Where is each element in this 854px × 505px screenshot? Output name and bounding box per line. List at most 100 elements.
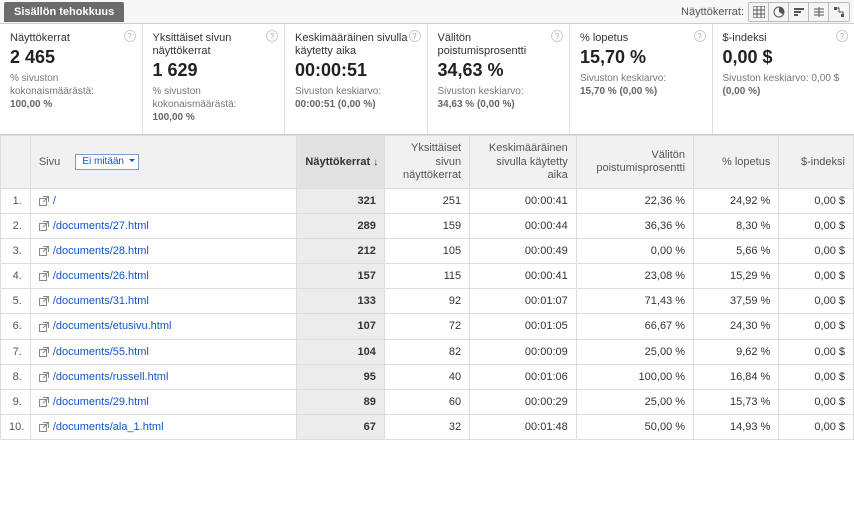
cell-exit: 5,66 % bbox=[694, 239, 779, 264]
metric-card: ?Välitön poistumisprosentti34,63 %Sivust… bbox=[428, 24, 571, 134]
metric-sub1: Sivuston keskiarvo: bbox=[295, 85, 417, 98]
col-avgtime-header[interactable]: Keskimääräinen sivulla käytetty aika bbox=[470, 136, 577, 189]
metric-label: $-indeksi bbox=[723, 32, 845, 45]
cell-index: 0,00 $ bbox=[779, 339, 854, 364]
cell-avgtime: 00:00:09 bbox=[470, 339, 577, 364]
cell-pageviews: 104 bbox=[297, 339, 384, 364]
help-icon[interactable]: ? bbox=[124, 30, 136, 42]
row-number: 9. bbox=[1, 389, 31, 414]
view-switcher: Näyttökerrat: bbox=[681, 2, 850, 22]
help-icon[interactable]: ? bbox=[266, 30, 278, 42]
col-index-header[interactable]: $-indeksi bbox=[779, 136, 854, 189]
external-link-icon[interactable] bbox=[39, 221, 49, 231]
external-link-icon[interactable] bbox=[39, 196, 49, 206]
page-link[interactable]: /documents/26.html bbox=[53, 270, 149, 282]
help-icon[interactable]: ? bbox=[836, 30, 848, 42]
metric-label: Näyttökerrat bbox=[10, 32, 132, 45]
page-link[interactable]: /documents/28.html bbox=[53, 245, 149, 257]
col-unique-header[interactable]: Yksittäiset sivun näyttökerrat bbox=[384, 136, 469, 189]
cell-index: 0,00 $ bbox=[779, 264, 854, 289]
external-link-icon[interactable] bbox=[39, 271, 49, 281]
external-link-icon[interactable] bbox=[39, 322, 49, 332]
cell-index: 0,00 $ bbox=[779, 314, 854, 339]
col-exit-header[interactable]: % lopetus bbox=[694, 136, 779, 189]
table-header-row: Sivu Ei mitään Näyttökerrat↓ Yksittäiset… bbox=[1, 136, 854, 189]
page-link[interactable]: / bbox=[53, 195, 56, 207]
view-compare-icon[interactable] bbox=[809, 3, 829, 21]
page-link[interactable]: /documents/55.html bbox=[53, 346, 149, 358]
col-pageviews-header[interactable]: Näyttökerrat↓ bbox=[297, 136, 384, 189]
page-link[interactable]: /documents/ala_1.html bbox=[53, 421, 164, 433]
cell-exit: 16,84 % bbox=[694, 364, 779, 389]
cell-bounce: 50,00 % bbox=[576, 414, 693, 439]
page-link[interactable]: /documents/31.html bbox=[53, 295, 149, 307]
external-link-icon[interactable] bbox=[39, 397, 49, 407]
external-link-icon[interactable] bbox=[39, 372, 49, 382]
cell-pageviews: 133 bbox=[297, 289, 384, 314]
data-table: Sivu Ei mitään Näyttökerrat↓ Yksittäiset… bbox=[0, 135, 854, 440]
page-cell: /documents/26.html bbox=[30, 264, 297, 289]
view-bar-icon[interactable] bbox=[789, 3, 809, 21]
cell-pageviews: 95 bbox=[297, 364, 384, 389]
external-link-icon[interactable] bbox=[39, 296, 49, 306]
col-bounce-header[interactable]: Välitön poistumisprosentti bbox=[576, 136, 693, 189]
row-number: 6. bbox=[1, 314, 31, 339]
help-icon[interactable]: ? bbox=[694, 30, 706, 42]
cell-exit: 15,29 % bbox=[694, 264, 779, 289]
cell-avgtime: 00:00:29 bbox=[470, 389, 577, 414]
metric-card: ?Keskimääräinen sivulla käytetty aika00:… bbox=[285, 24, 428, 134]
row-number: 4. bbox=[1, 264, 31, 289]
cell-index: 0,00 $ bbox=[779, 239, 854, 264]
page-cell: / bbox=[30, 188, 297, 213]
col-page-header[interactable]: Sivu Ei mitään bbox=[30, 136, 297, 189]
cell-pageviews: 212 bbox=[297, 239, 384, 264]
help-icon[interactable]: ? bbox=[409, 30, 421, 42]
cell-avgtime: 00:01:07 bbox=[470, 289, 577, 314]
table-row: 1./32125100:00:4122,36 %24,92 %0,00 $ bbox=[1, 188, 854, 213]
cell-unique: 115 bbox=[384, 264, 469, 289]
page-link[interactable]: /documents/russell.html bbox=[53, 371, 169, 383]
cell-bounce: 23,08 % bbox=[576, 264, 693, 289]
table-row: 9./documents/29.html896000:00:2925,00 %1… bbox=[1, 389, 854, 414]
cell-bounce: 25,00 % bbox=[576, 389, 693, 414]
metric-card: ?Näyttökerrat2 465% sivuston kokonaismää… bbox=[0, 24, 143, 134]
metric-card: ?% lopetus15,70 %Sivuston keskiarvo:15,7… bbox=[570, 24, 713, 134]
external-link-icon[interactable] bbox=[39, 422, 49, 432]
cell-exit: 24,30 % bbox=[694, 314, 779, 339]
external-link-icon[interactable] bbox=[39, 347, 49, 357]
cell-index: 0,00 $ bbox=[779, 214, 854, 239]
col-rank-header bbox=[1, 136, 31, 189]
cell-index: 0,00 $ bbox=[779, 289, 854, 314]
metric-sub2: 00:00:51 (0,00 %) bbox=[295, 98, 417, 111]
cell-bounce: 0,00 % bbox=[576, 239, 693, 264]
cell-unique: 32 bbox=[384, 414, 469, 439]
table-row: 3./documents/28.html21210500:00:490,00 %… bbox=[1, 239, 854, 264]
view-pie-icon[interactable] bbox=[769, 3, 789, 21]
cell-exit: 8,30 % bbox=[694, 214, 779, 239]
metrics-row: ?Näyttökerrat2 465% sivuston kokonaismää… bbox=[0, 24, 854, 135]
active-tab[interactable]: Sisällön tehokkuus bbox=[4, 2, 124, 22]
cell-pageviews: 321 bbox=[297, 188, 384, 213]
cell-pageviews: 289 bbox=[297, 214, 384, 239]
page-cell: /documents/29.html bbox=[30, 389, 297, 414]
row-number: 1. bbox=[1, 188, 31, 213]
metric-label: Välitön poistumisprosentti bbox=[438, 32, 560, 58]
external-link-icon[interactable] bbox=[39, 246, 49, 256]
cell-avgtime: 00:01:05 bbox=[470, 314, 577, 339]
metric-card: ?$-indeksi0,00 $Sivuston keskiarvo: 0,00… bbox=[713, 24, 854, 134]
cell-unique: 60 bbox=[384, 389, 469, 414]
table-row: 8./documents/russell.html954000:01:06100… bbox=[1, 364, 854, 389]
cell-pageviews: 89 bbox=[297, 389, 384, 414]
help-icon[interactable]: ? bbox=[551, 30, 563, 42]
page-link[interactable]: /documents/etusivu.html bbox=[53, 321, 172, 333]
secondary-dimension-dropdown[interactable]: Ei mitään bbox=[75, 154, 139, 170]
metric-sub2: 100,00 % bbox=[10, 98, 132, 111]
table-row: 5./documents/31.html1339200:01:0771,43 %… bbox=[1, 289, 854, 314]
metric-label: % lopetus bbox=[580, 32, 702, 45]
page-link[interactable]: /documents/27.html bbox=[53, 220, 149, 232]
metric-sub1: Sivuston keskiarvo: 0,00 $ bbox=[723, 72, 845, 85]
page-link[interactable]: /documents/29.html bbox=[53, 396, 149, 408]
cell-bounce: 25,00 % bbox=[576, 339, 693, 364]
view-table-icon[interactable] bbox=[749, 3, 769, 21]
view-pivot-icon[interactable] bbox=[829, 3, 849, 21]
